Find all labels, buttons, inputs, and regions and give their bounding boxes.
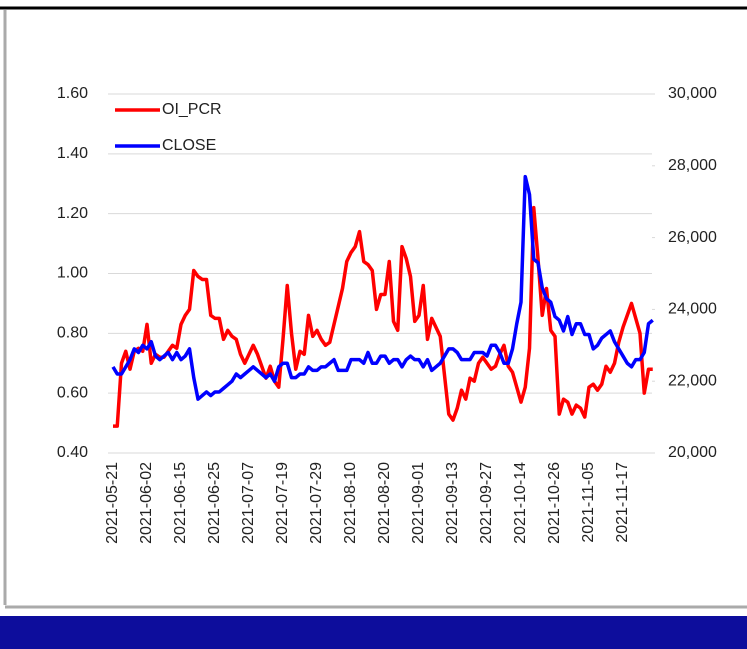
x-tick-label: 2021-07-07 [240,462,257,544]
footer-band [0,616,747,649]
x-tick-label: 2021-07-19 [274,462,291,544]
y2-tick-label: 28,000 [668,157,717,174]
x-tick-label: 2021-05-21 [104,462,121,544]
y-tick-label: 1.20 [57,205,88,222]
legend-label: CLOSE [162,137,216,154]
x-tick-label: 2021-06-15 [172,462,189,544]
series-line [113,205,653,428]
x-tick-label: 2021-06-25 [206,462,223,544]
y2-tick-label: 24,000 [668,301,717,318]
x-tick-label: 2021-08-20 [376,462,393,544]
x-tick-label: 2021-10-26 [546,462,563,544]
x-tick-label: 2021-10-14 [512,462,529,544]
x-tick-label: 2021-06-02 [138,462,155,544]
y-tick-label: 1.60 [57,85,88,102]
x-tick-label: 2021-09-27 [478,462,495,544]
plot: OI_PCR CLOSE [111,101,654,428]
x-tick-label: 2021-07-29 [308,462,325,544]
y2-tick-label: 22,000 [668,372,717,389]
y2-tick-label: 26,000 [668,229,717,246]
x-tick-label: 2021-11-05 [580,462,597,543]
legend-label: OI_PCR [162,101,222,118]
y-tick-label: 1.00 [57,265,88,282]
y2-tick-label: 30,000 [668,85,717,102]
y-tick-label: 0.80 [57,325,88,342]
series-line [111,174,654,401]
y-tick-label: 0.60 [57,384,88,401]
y-tick-label: 0.40 [57,444,88,461]
x-tick-label: 2021-09-13 [444,462,461,544]
x-tick-label: 2021-11-17 [614,462,631,543]
y2-tick-label: 20,000 [668,444,717,461]
y-tick-label: 1.40 [57,145,88,162]
x-tick-label: 2021-09-01 [410,462,427,544]
grid: 0.40 0.60 0.80 1.00 1.20 1.40 1.60 20,000 22,000… [57,85,717,544]
x-tick-label: 2021-08-10 [342,462,359,544]
